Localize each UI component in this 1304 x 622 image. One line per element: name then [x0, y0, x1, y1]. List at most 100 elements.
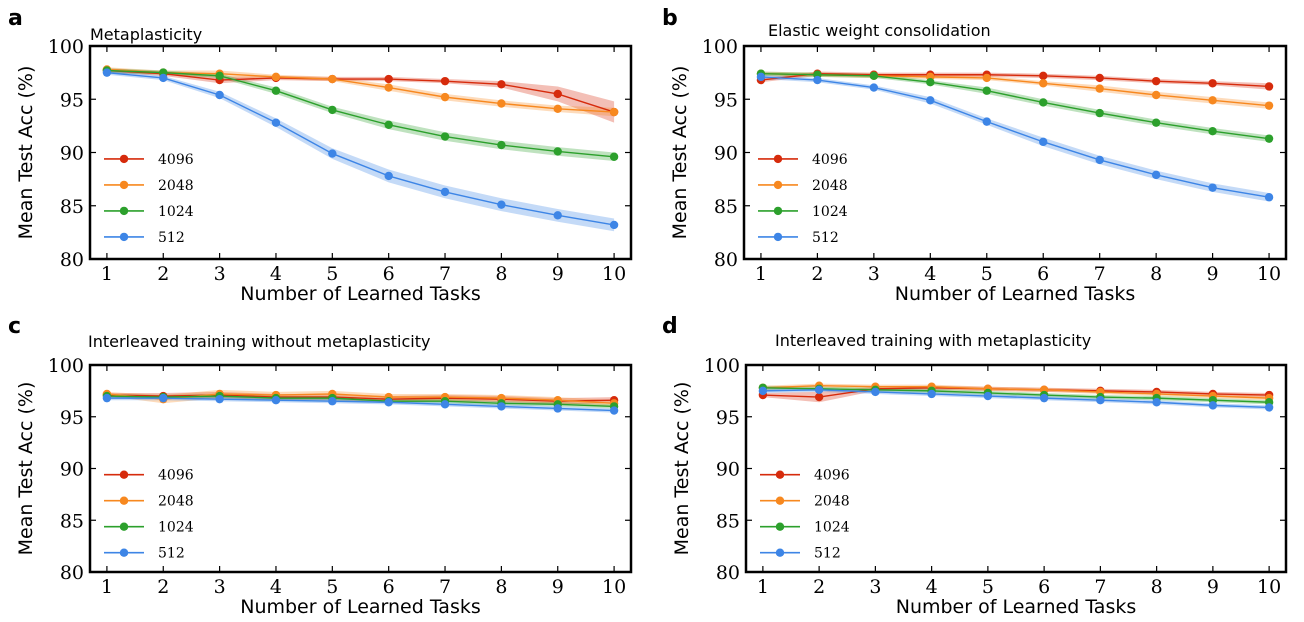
x-tick-label: 2 — [811, 263, 823, 285]
series-1024-band — [106, 68, 615, 162]
series-512-point — [758, 386, 768, 396]
series-4096-point — [497, 80, 506, 89]
series-512-point — [497, 402, 506, 411]
x-tick-label: 7 — [439, 576, 451, 598]
series-512-point — [983, 391, 993, 401]
series-512-line — [106, 397, 615, 412]
series-2048-point — [271, 72, 281, 82]
legend-marker — [119, 232, 129, 242]
x-tick-label: 6 — [1037, 263, 1049, 285]
x-tick-label: 6 — [383, 263, 395, 285]
x-axis-label: Number of Learned Tasks — [240, 596, 481, 618]
y-tick-label: 80 — [60, 562, 84, 584]
legend: 4096 2048 1024 512 — [104, 152, 194, 246]
legend-label: 4096 — [158, 468, 194, 484]
x-axis-label: Number of Learned Tasks — [896, 596, 1137, 618]
series-2048-point — [384, 83, 393, 92]
legend: 4096 2048 1024 512 — [760, 468, 850, 562]
chart-title: Interleaved training without metaplastic… — [88, 332, 430, 351]
series-512-point — [1039, 393, 1049, 403]
series-1024-point — [609, 152, 619, 161]
series-1024-point — [440, 132, 450, 141]
legend-label: 1024 — [812, 204, 848, 220]
series-2048-band — [762, 383, 1270, 401]
series-4096-point — [1151, 76, 1161, 86]
x-tick-label: 1 — [101, 576, 113, 598]
series-512-point — [1152, 398, 1161, 407]
series-2048-point — [1039, 79, 1048, 88]
y-tick-label: 85 — [716, 510, 740, 532]
legend-label: 4096 — [158, 152, 194, 168]
y-tick-label: 100 — [48, 36, 84, 58]
x-tick-label: 3 — [868, 263, 880, 285]
x-tick-label: 10 — [1257, 263, 1281, 285]
series-512-point — [215, 90, 224, 100]
panel-a: a Metaplasticity 1 2 3 4 5 6 7 8 9 10 80 85 90 95 100 Num… — [8, 6, 633, 305]
series-512-point — [1095, 155, 1104, 165]
series-512-point — [926, 96, 935, 105]
legend-marker — [773, 232, 783, 242]
series-512-point — [440, 400, 450, 409]
series-512-point — [553, 211, 562, 220]
y-tick-label: 95 — [60, 89, 84, 111]
series-1024-point — [1151, 118, 1161, 127]
x-tick-label: 1 — [755, 263, 767, 285]
legend-label: 4096 — [812, 152, 848, 168]
series-512-point — [440, 187, 450, 197]
legend-marker — [119, 496, 129, 505]
y-tick-label: 90 — [714, 143, 738, 165]
x-tick-label: 4 — [924, 263, 936, 285]
series-2048-point — [328, 74, 337, 84]
legend-label: 512 — [814, 546, 841, 562]
legend-marker — [119, 206, 129, 216]
legend-label: 2048 — [814, 494, 850, 510]
x-tick-label: 2 — [157, 576, 169, 598]
series-2048-point — [1151, 90, 1161, 100]
x-tick-label: 9 — [1207, 263, 1219, 285]
legend-marker — [119, 154, 129, 164]
legend: 4096 2048 1024 512 — [104, 468, 194, 562]
series-512-point — [1264, 193, 1274, 202]
legend-marker — [775, 548, 785, 557]
y-tick-label: 90 — [60, 459, 84, 481]
series-1024-line — [106, 69, 615, 158]
series-512-point — [1151, 170, 1161, 180]
x-axis-label: Number of Learned Tasks — [240, 283, 481, 305]
series-512-point — [609, 220, 619, 230]
y-tick-label: 95 — [714, 89, 738, 111]
series-512-point — [1039, 137, 1048, 147]
x-tick-label: 9 — [552, 576, 564, 598]
x-tick-label: 6 — [1038, 576, 1050, 598]
series-512-band — [762, 387, 1270, 410]
y-tick-label: 95 — [716, 407, 740, 429]
series-1024-point — [384, 120, 393, 130]
x-axis-label: Number of Learned Tasks — [895, 283, 1136, 305]
series-4096-point — [814, 392, 824, 402]
series-1024-point — [1095, 108, 1104, 118]
series-4096-point — [1039, 71, 1048, 81]
series-512-point — [384, 398, 393, 407]
series-512-band — [760, 74, 1270, 202]
series-4096-point — [384, 74, 393, 84]
legend-label: 1024 — [158, 204, 194, 220]
series-512-line — [106, 71, 615, 226]
series-4096-line — [106, 69, 615, 113]
series-2048-point — [1208, 96, 1217, 105]
chart-title: Metaplasticity — [90, 25, 202, 44]
series-512-point — [102, 393, 112, 403]
series-512-point — [814, 385, 824, 395]
legend-marker — [775, 496, 785, 505]
x-tick-label: 2 — [813, 576, 825, 598]
series-1024-point — [926, 78, 935, 87]
x-tick-label: 3 — [214, 263, 226, 285]
legend-label: 512 — [158, 546, 185, 562]
series-512-point — [553, 404, 562, 413]
series-512-point — [927, 389, 936, 399]
panel-c: c Interleaved training without metaplasti… — [8, 314, 633, 618]
legend-marker — [773, 206, 783, 216]
series-2048-point — [609, 107, 619, 117]
series-4096-point — [440, 76, 450, 86]
series-4096-point — [1264, 82, 1274, 91]
series-4096-line — [760, 72, 1270, 88]
